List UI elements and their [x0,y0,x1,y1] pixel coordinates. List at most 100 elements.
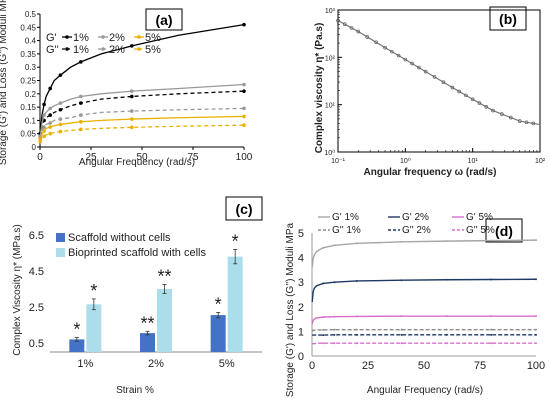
panel-a-x-tick-label: 50 [136,152,148,163]
panel-c-significance-mark: * [232,231,239,251]
panel-b-data-point [517,119,522,123]
panel-d-data-point [535,328,537,331]
panel-b-data-point [403,57,408,62]
panel-a-data-point [79,60,83,64]
panel-a-data-point [242,89,246,93]
panel-d-x-tick-label: 50 [418,360,430,372]
panel-a-series-line [39,124,245,142]
panel-d-data-point [355,328,358,331]
panel-c-significance-mark: ** [157,267,171,287]
panel-a-y-tick-label: 0.5 [25,10,37,19]
panel-d-data-point [333,315,336,318]
panel-b-y-tick-label: 10⁰ [324,149,335,157]
panel-a-y-tick-label: 0.25 [20,77,36,86]
panel-b: (b) Angular frequency ω (rad/s) Complex … [314,6,546,178]
panel-b-data-point [457,89,461,94]
panel-d-data-point [322,316,325,319]
panel-b-data-point [349,26,354,30]
panel-d-series-line [311,278,537,302]
panel-b-data-point [417,65,421,70]
panel-b-data-point [500,112,504,116]
panel-b-data-point [390,49,394,54]
panel-a-data-point [48,121,52,125]
panel-b-data-point [383,45,387,50]
panel-d-data-point [400,315,403,318]
panel-c-legend-swatch [56,248,65,257]
panel-d-data-point [322,342,325,345]
panel-c-bar [210,315,226,352]
panel-a-legend-item: 2% [109,44,125,56]
panel-a-legend-marker [65,35,69,39]
panel-a-series-line [39,90,245,137]
panel-b-xlabel: Angular frequency ω (rad/s) [364,167,497,178]
panel-d-data-point [490,239,493,242]
panel-d-legend-label: G'' 1% [332,225,361,236]
panel-d-data-point [535,315,537,318]
panel-d-data-point [355,242,358,245]
panel-a-legend-item: 1% [73,32,89,44]
panel-d-data-point [322,246,325,249]
panel-c-y-tick-label: 2.5 [29,302,44,314]
panel-c-significance-mark: * [73,320,80,340]
panel-b-data-point [432,75,437,79]
panel-a-label-box [145,8,183,31]
panel-d-data-point [322,282,325,285]
panel-a-data-point [38,139,43,144]
panel-d-data-point [333,328,336,331]
panel-a-data-point [58,101,63,105]
panel-d-legend-label: G'' 2% [402,225,431,236]
panel-b-label-box [489,6,527,31]
panel-a-y-tick-label: 0.15 [20,103,36,112]
panel-b-data-point [374,40,378,45]
panel-b-label: (b) [499,11,517,27]
panel-c-legend-label: Bioprinted scaffold with cells [68,247,206,259]
panel-d-data-point [355,279,358,282]
panel-a-data-point [42,113,46,117]
panel-a-label: (a) [155,12,172,28]
panel-a-legend-row-label: G' [46,32,57,44]
panel-a-data-point [130,94,134,99]
panel-a-legend-item: 1% [73,44,89,56]
panel-d-xlabel: Angular Frequency (rad/s) [367,385,483,396]
panel-b-data-point [524,120,529,125]
panel-d-data-point [400,240,403,243]
panel-a-data-point [58,122,63,127]
panel-a-data-point [130,125,134,130]
panel-b-data-point [450,85,455,90]
panel-c-category-label: 5% [219,358,235,370]
panel-a-data-point [130,109,134,113]
panel-d-data-point [490,278,493,281]
panel-a-x-tick-label: 25 [85,152,97,163]
panel-b-data-point [441,80,446,85]
panel-a-legend-row-label: G'' [46,44,59,56]
panel-b-data-point [508,115,513,120]
panel-d-series-line [311,239,537,268]
panel-a-data-point [242,114,246,119]
panel-a-data-point [58,73,63,77]
panel-b-data-point [410,61,414,66]
panel-d-y-tick-label: 3 [298,277,304,289]
panel-a-x-tick-label: 100 [236,152,253,163]
panel-a-data-point [58,129,63,134]
panel-d-data-point [490,328,493,331]
panel-a-data-point [79,127,83,132]
panel-a-legend-marker [137,35,141,39]
panel-d-legend-label: G' 1% [332,212,359,223]
panel-d-series-line [311,315,536,325]
panel-d-data-point [333,244,336,247]
panel-d-data-point [490,333,493,336]
panel-d-y-tick-label: 5 [298,228,304,240]
panel-a-y-tick-label: 0.35 [20,50,36,59]
panel-a-data-point [242,123,246,127]
panel-d-data-point [400,328,403,331]
panel-c: (c) Strain % Complex Viscosity η* (MPa.s… [12,196,263,396]
panel-a-legend-item: 5% [145,32,161,44]
panel-a: (a) Angular Frequency (rad/s) Storage (G… [0,0,253,168]
panel-b-data-point [423,69,428,74]
panel-b-data-point [365,35,370,39]
panel-c-bar [157,289,172,352]
panel-a-data-point [79,101,83,105]
panel-a-xlabel: Angular Frequency (rad/s) [79,157,195,168]
panel-b-x-tick-label: 10¹ [468,158,479,165]
